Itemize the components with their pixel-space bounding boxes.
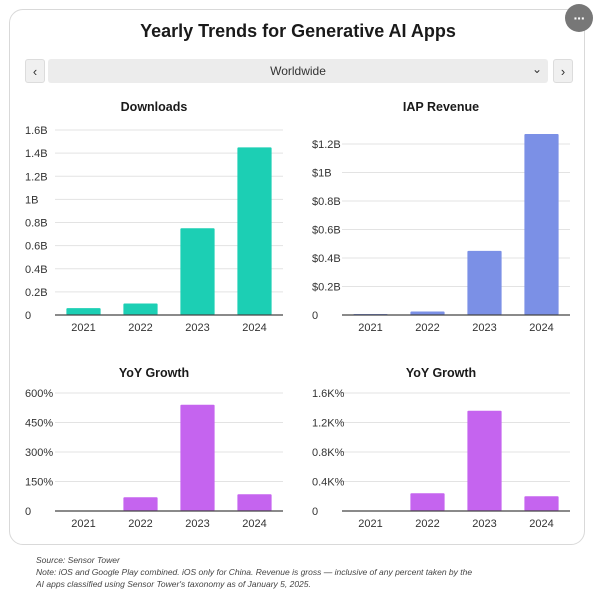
chart-title: Downloads: [121, 100, 188, 114]
y-tick-label: $0.6B: [312, 225, 341, 237]
footnote-taxonomy: AI apps classified using Sensor Tower's …: [36, 579, 311, 589]
bar-2022: [123, 497, 158, 511]
next-button[interactable]: ›: [553, 59, 573, 83]
x-tick-label: 2023: [472, 322, 496, 334]
y-tick-label: 0: [312, 506, 318, 518]
x-tick-label: 2021: [358, 518, 382, 530]
region-select[interactable]: Worldwide ⌄: [48, 59, 548, 83]
y-tick-label: 150%: [25, 477, 53, 489]
y-tick-label: 0: [312, 310, 318, 322]
region-select-value: Worldwide: [270, 64, 326, 78]
y-tick-label: 0.8K%: [312, 447, 345, 459]
footnote-note: Note: iOS and Google Play combined. iOS …: [36, 567, 473, 577]
y-tick-label: 300%: [25, 447, 53, 459]
x-tick-label: 2023: [185, 322, 209, 334]
chart-title: IAP Revenue: [403, 100, 479, 114]
x-tick-label: 2024: [242, 322, 266, 334]
y-tick-label: $1B: [312, 168, 332, 180]
x-tick-label: 2023: [472, 518, 496, 530]
y-tick-label: $0.8B: [312, 196, 341, 208]
y-tick-label: 1.2K%: [312, 418, 345, 430]
previous-button[interactable]: ‹: [25, 59, 45, 83]
bar-2024: [237, 147, 272, 315]
y-tick-label: 0.4K%: [312, 477, 345, 489]
y-tick-label: 600%: [25, 388, 53, 400]
y-tick-label: 1.6K%: [312, 388, 345, 400]
y-tick-label: $0.4B: [312, 253, 341, 265]
y-tick-label: 1B: [25, 194, 38, 206]
y-tick-label: 0: [25, 506, 31, 518]
y-tick-label: 0: [25, 310, 31, 322]
y-tick-label: $1.2B: [312, 139, 341, 151]
x-tick-label: 2022: [128, 518, 152, 530]
x-tick-label: 2022: [128, 322, 152, 334]
x-tick-label: 2021: [71, 322, 95, 334]
chevron-right-icon: ›: [560, 63, 566, 79]
chart-title: YoY Growth: [119, 366, 189, 380]
more-options-button[interactable]: ···: [565, 4, 593, 32]
y-tick-label: 0.6B: [25, 241, 48, 253]
x-tick-label: 2022: [415, 518, 439, 530]
y-tick-label: 1.2B: [25, 171, 48, 183]
chart-title: YoY Growth: [406, 366, 476, 380]
bar-2023: [180, 404, 215, 511]
bar-2023: [467, 410, 502, 511]
ellipsis-icon: ···: [573, 10, 586, 26]
bar-2022: [410, 311, 445, 315]
x-tick-label: 2024: [529, 518, 553, 530]
bar-2024: [237, 494, 272, 511]
footnote-source: Source: Sensor Tower: [36, 555, 120, 565]
page-title: Yearly Trends for Generative AI Apps: [140, 21, 456, 41]
x-tick-label: 2023: [185, 518, 209, 530]
y-tick-label: 450%: [25, 418, 53, 430]
chevron-left-icon: ‹: [32, 63, 38, 79]
bar-2024: [524, 134, 559, 315]
y-tick-label: 0.8B: [25, 218, 48, 230]
footnote: Source: Sensor Tower Note: iOS and Googl…: [36, 554, 566, 590]
bar-2023: [467, 250, 502, 315]
y-tick-label: 0.2B: [25, 287, 48, 299]
x-tick-label: 2021: [71, 518, 95, 530]
x-tick-label: 2024: [242, 518, 266, 530]
bar-2022: [410, 493, 445, 511]
x-tick-label: 2024: [529, 322, 553, 334]
y-tick-label: $0.2B: [312, 282, 341, 294]
bar-2021: [66, 308, 101, 315]
y-tick-label: 0.4B: [25, 264, 48, 276]
bar-2022: [123, 303, 158, 315]
y-tick-label: 1.4B: [25, 148, 48, 160]
bar-2024: [524, 496, 559, 511]
bar-2023: [180, 228, 215, 315]
x-tick-label: 2021: [358, 322, 382, 334]
x-tick-label: 2022: [415, 322, 439, 334]
chevron-down-icon: ⌄: [531, 62, 542, 76]
y-tick-label: 1.6B: [25, 125, 48, 137]
